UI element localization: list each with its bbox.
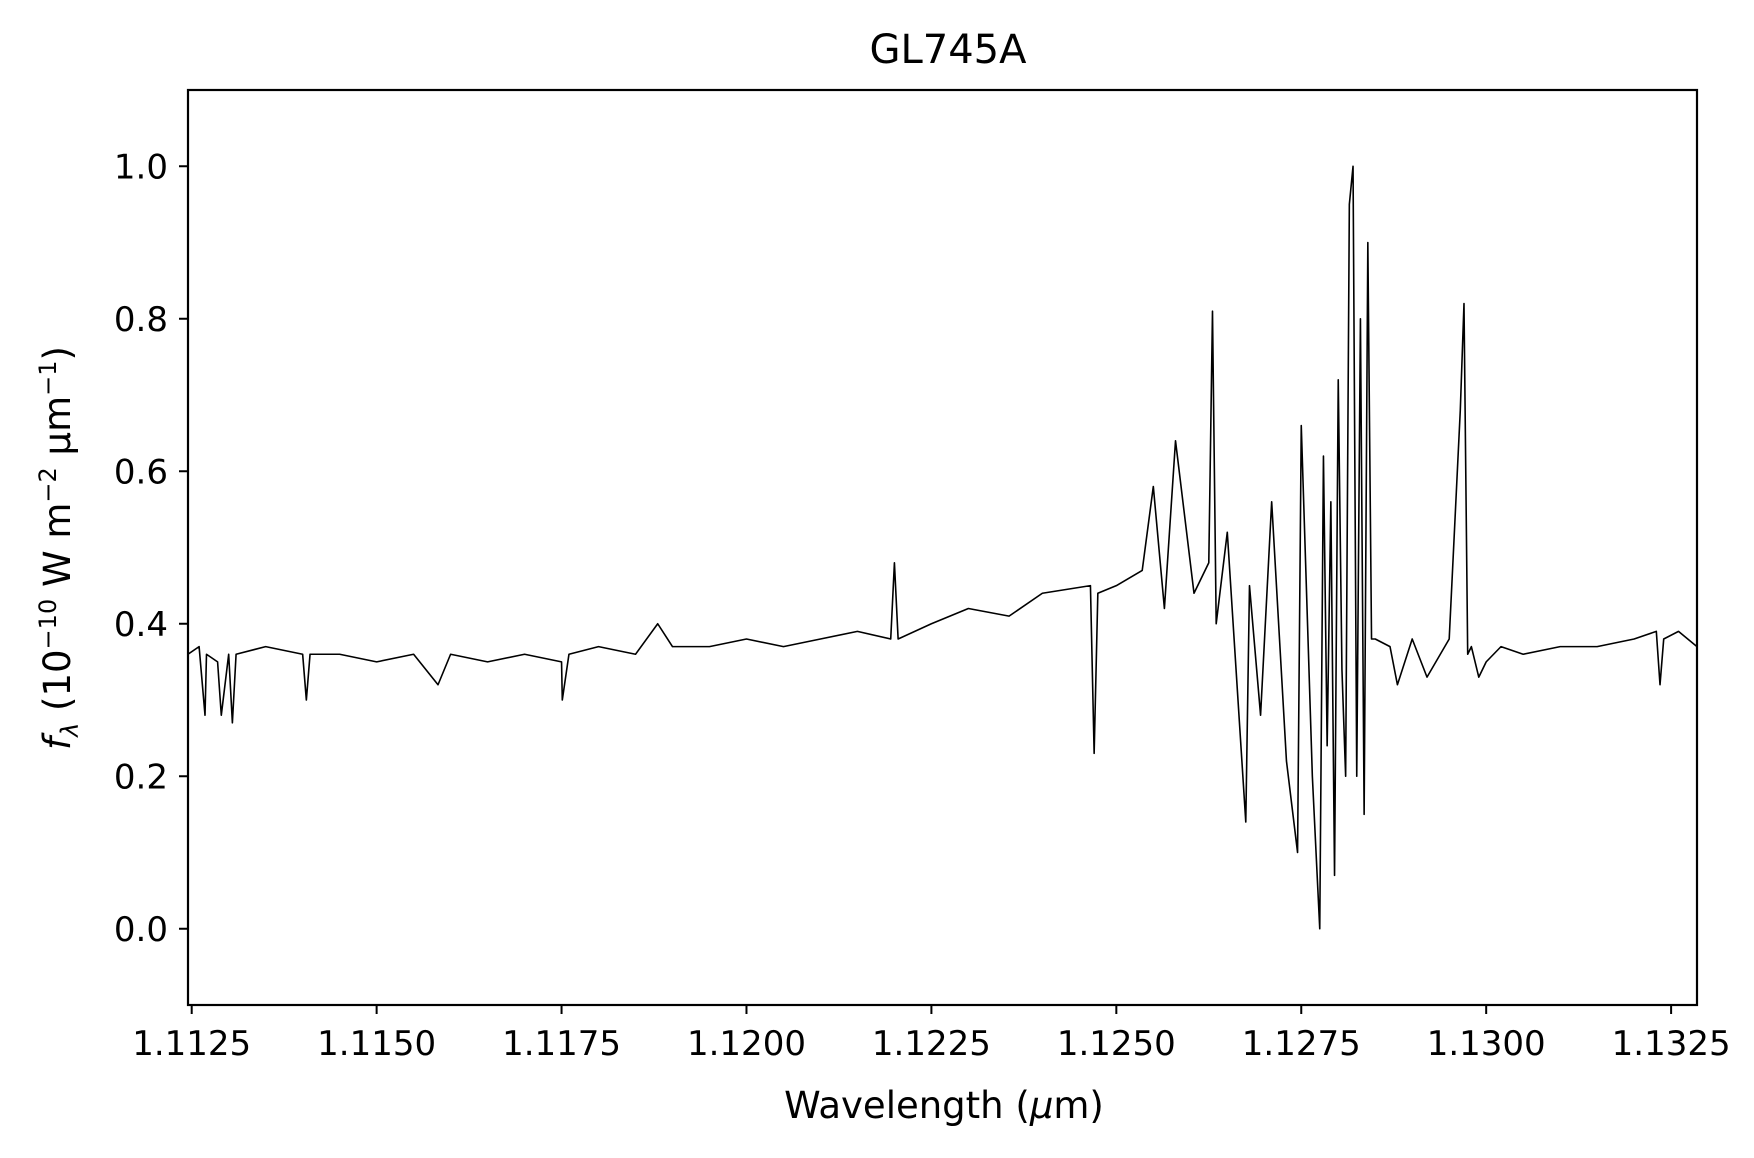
x-tick-label: 1.1125 (132, 1024, 251, 1064)
y-tick-label: 0.2 (114, 757, 168, 797)
x-tick-label: 1.1275 (1242, 1024, 1361, 1064)
y-tick-label: 0.8 (114, 300, 168, 340)
x-axis-label: Wavelength (μm) (784, 1084, 1104, 1127)
y-tick-label: 1.0 (114, 147, 168, 187)
chart-title: GL745A (870, 27, 1028, 73)
y-axis: 0.0 0.2 0.4 0.6 0.8 1.0 (114, 147, 188, 950)
x-tick-label: 1.1175 (502, 1024, 621, 1064)
plot-frame (186, 88, 1699, 1007)
spectrum-line-0 (188, 165, 1697, 930)
y-tick-label: 0.6 (114, 452, 168, 492)
x-tick-label: 1.1150 (317, 1024, 436, 1064)
x-tick-label: 1.1300 (1427, 1024, 1546, 1064)
plot-area (188, 165, 1697, 930)
y-axis-label: fλ (10−10 W m−2 μm−1) (34, 346, 84, 750)
x-tick-label: 1.1325 (1612, 1024, 1731, 1064)
x-axis: 1.1125 1.1150 1.1175 1.1200 1.1225 1.1250 1.12… (132, 1005, 1731, 1064)
y-tick-label: 0.4 (114, 605, 168, 645)
x-tick-label: 1.1200 (687, 1024, 806, 1064)
y-tick-label: 0.0 (114, 910, 168, 950)
x-tick-label: 1.1250 (1057, 1024, 1176, 1064)
x-tick-label: 1.1225 (872, 1024, 991, 1064)
